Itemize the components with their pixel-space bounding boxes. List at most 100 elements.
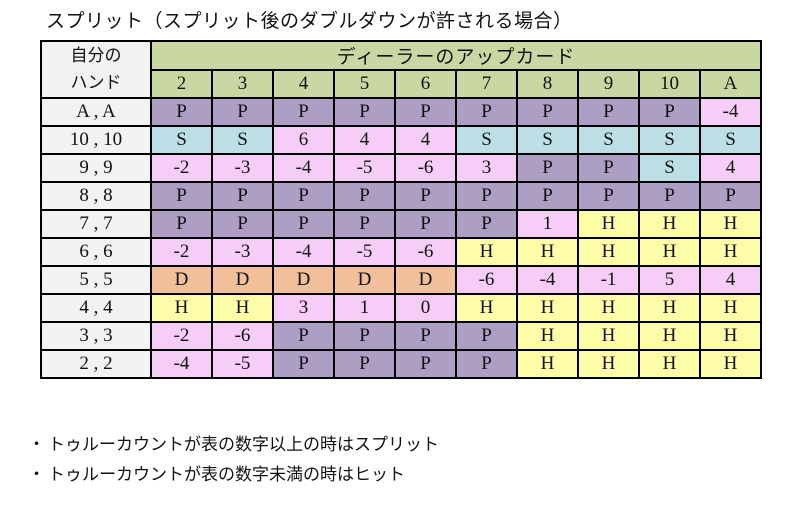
- bullet: ・: [28, 465, 45, 485]
- strategy-cell: 1: [516, 209, 579, 239]
- hand-label: 7 , 7: [40, 209, 152, 239]
- strategy-cell: -2: [150, 321, 213, 351]
- strategy-cell: P: [455, 349, 518, 379]
- upcard-header: 8: [516, 69, 579, 99]
- strategy-cell: -5: [333, 153, 396, 183]
- strategy-cell: H: [516, 237, 579, 267]
- strategy-cell: 4: [333, 125, 396, 155]
- strategy-cell: H: [516, 293, 579, 323]
- table-row: 6 , 6 -2 -3 -4 -5 -6 H H H H H: [40, 237, 762, 267]
- upcard-header: 9: [577, 69, 640, 99]
- strategy-cell: H: [638, 293, 701, 323]
- strategy-cell: -2: [150, 153, 213, 183]
- strategy-cell: -6: [394, 153, 457, 183]
- strategy-cell: H: [150, 293, 213, 323]
- note-text: トゥルーカウントが表の数字未満の時はヒット: [48, 465, 405, 485]
- strategy-cell: S: [516, 125, 579, 155]
- strategy-cell: 3: [455, 153, 518, 183]
- strategy-cell: D: [394, 265, 457, 295]
- hand-label: 10 , 10: [40, 125, 152, 155]
- strategy-cell: -4: [699, 97, 762, 127]
- strategy-cell: P: [699, 181, 762, 211]
- strategy-cell: H: [577, 209, 640, 239]
- strategy-cell: P: [394, 97, 457, 127]
- hand-label: 9 , 9: [40, 153, 152, 183]
- table-row: 2 , 2 -4 -5 P P P P H H H H: [40, 349, 762, 379]
- strategy-cell: P: [516, 97, 579, 127]
- strategy-cell: -3: [211, 237, 274, 267]
- strategy-cell: 0: [394, 293, 457, 323]
- strategy-cell: P: [150, 181, 213, 211]
- strategy-cell: P: [455, 181, 518, 211]
- strategy-cell: H: [577, 321, 640, 351]
- strategy-cell: P: [150, 97, 213, 127]
- strategy-cell: P: [638, 97, 701, 127]
- hand-label: 4 , 4: [40, 293, 152, 323]
- strategy-cell: H: [699, 321, 762, 351]
- strategy-cell: H: [516, 321, 579, 351]
- note-item: ・トゥルーカウントが表の数字未満の時はヒット: [28, 460, 439, 490]
- strategy-cell: S: [638, 125, 701, 155]
- strategy-cell: H: [638, 321, 701, 351]
- upcard-header: 6: [394, 69, 457, 99]
- upcard-header: 4: [272, 69, 335, 99]
- strategy-cell: -1: [577, 265, 640, 295]
- strategy-cell: S: [577, 125, 640, 155]
- strategy-cell: P: [211, 181, 274, 211]
- strategy-cell: H: [699, 349, 762, 379]
- strategy-cell: D: [211, 265, 274, 295]
- strategy-cell: P: [333, 349, 396, 379]
- upcard-header: 7: [455, 69, 518, 99]
- page-title: スプリット（スプリット後のダブルダウンが許される場合）: [46, 10, 573, 32]
- strategy-cell: H: [455, 237, 518, 267]
- strategy-cell: H: [577, 349, 640, 379]
- strategy-cell: S: [150, 125, 213, 155]
- strategy-cell: D: [333, 265, 396, 295]
- upcard-header: 2: [150, 69, 213, 99]
- strategy-cell: P: [394, 209, 457, 239]
- strategy-cell: P: [272, 349, 335, 379]
- strategy-cell: H: [699, 293, 762, 323]
- strategy-cell: -5: [333, 237, 396, 267]
- hand-label: 8 , 8: [40, 181, 152, 211]
- strategy-cell: S: [211, 125, 274, 155]
- strategy-cell: -2: [150, 237, 213, 267]
- strategy-cell: P: [577, 97, 640, 127]
- strategy-cell: -4: [272, 237, 335, 267]
- strategy-cell: 5: [638, 265, 701, 295]
- strategy-cell: -4: [272, 153, 335, 183]
- bullet: ・: [28, 435, 45, 455]
- strategy-cell: H: [638, 349, 701, 379]
- table-row: 3 , 3 -2 -6 P P P P H H H H: [40, 321, 762, 351]
- strategy-cell: 3: [272, 293, 335, 323]
- strategy-cell: P: [394, 321, 457, 351]
- strategy-cell: P: [455, 321, 518, 351]
- hand-label: 2 , 2: [40, 349, 152, 379]
- strategy-cell: P: [394, 181, 457, 211]
- hand-label: 5 , 5: [40, 265, 152, 295]
- strategy-cell: 4: [699, 153, 762, 183]
- strategy-cell: S: [638, 153, 701, 183]
- strategy-cell: H: [699, 237, 762, 267]
- strategy-cell: P: [272, 97, 335, 127]
- strategy-cell: 1: [333, 293, 396, 323]
- strategy-cell: D: [150, 265, 213, 295]
- hand-label: 6 , 6: [40, 237, 152, 267]
- strategy-cell: P: [455, 97, 518, 127]
- hand-label: 3 , 3: [40, 321, 152, 351]
- strategy-cell: P: [333, 321, 396, 351]
- strategy-cell: P: [333, 209, 396, 239]
- strategy-cell: P: [211, 209, 274, 239]
- strategy-cell: 4: [394, 125, 457, 155]
- strategy-cell: D: [272, 265, 335, 295]
- strategy-cell: P: [516, 181, 579, 211]
- strategy-cell: P: [333, 97, 396, 127]
- strategy-cell: H: [577, 237, 640, 267]
- corner-label-line1: 自分の: [70, 45, 122, 66]
- strategy-cell: P: [516, 153, 579, 183]
- strategy-cell: P: [272, 209, 335, 239]
